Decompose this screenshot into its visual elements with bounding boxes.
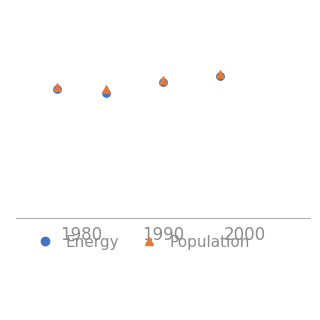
Point — [103, 86, 108, 91]
Point — [161, 78, 166, 83]
Point — [103, 90, 108, 95]
Point — [218, 72, 223, 77]
Legend: Energy, Population: Energy, Population — [24, 228, 256, 256]
Point — [54, 84, 60, 89]
Point — [218, 74, 223, 79]
Point — [161, 80, 166, 85]
Point — [54, 86, 60, 91]
